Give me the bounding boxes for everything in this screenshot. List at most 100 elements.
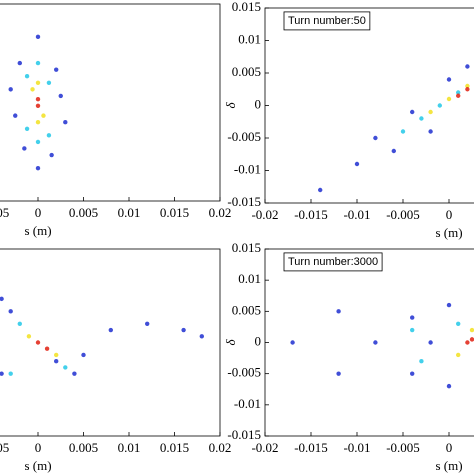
point [446,77,452,82]
point [35,340,41,345]
y-axis-label: δ [223,102,238,109]
point [35,120,41,125]
y-tick-label: -0.005 [227,129,261,144]
point [456,93,461,98]
point [469,337,474,342]
point [35,103,41,108]
point [446,383,452,389]
x-tick-label: -0.02 [251,440,278,455]
x-tick-label: -0.005 [386,207,420,222]
y-tick-label: 0 [255,333,262,348]
point [410,371,415,376]
point [428,340,433,345]
x-tick-label: -0.015 [294,207,328,222]
point [410,109,415,115]
point [22,146,27,151]
x-axis-label: s (m) [435,458,462,473]
point [49,152,54,158]
y-tick-label: 0 [255,96,262,111]
x-tick-label: 0.02 [209,440,232,455]
point [469,327,474,333]
annotation: Turn number:3000 [288,256,378,268]
point [30,87,35,92]
x-tick-label: 0 [35,440,42,455]
point [419,359,424,364]
y-tick-label: 0.01 [238,271,261,286]
point [0,371,4,376]
y-tick-label: 0.01 [238,31,261,46]
point [54,359,59,364]
point [72,371,77,376]
annotation: Turn number:50 [288,15,366,27]
point [456,321,461,326]
point [373,135,378,141]
x-tick-label: 0 [35,205,42,220]
point [446,302,452,308]
point [54,67,59,72]
x-tick-label: 0.005 [69,440,98,455]
point [290,340,295,345]
x-axis-label: s (m) [24,458,51,473]
point [13,113,18,118]
point [63,120,68,125]
point [35,165,41,171]
point [24,126,30,131]
point [35,80,41,86]
plot-area [264,248,474,437]
point [17,321,22,326]
point [428,129,433,134]
point [400,129,406,134]
x-tick-label: -0.005 [0,440,9,455]
point [145,321,150,326]
point [17,60,22,66]
x-tick-label: -0.01 [343,440,370,455]
point [391,148,396,154]
x-tick-label: -0.01 [343,207,370,222]
x-tick-label: 0.015 [160,440,189,455]
x-axis-label: s (m) [435,225,462,240]
plot-area [0,248,221,437]
point [410,327,415,333]
point [35,139,41,145]
point [419,116,424,121]
y-tick-label: -0.005 [227,365,261,380]
point [44,346,50,351]
point [35,97,41,102]
y-tick-label: 0.015 [232,240,261,255]
x-tick-label: 0 [446,440,453,455]
x-axis-label: s (m) [24,223,51,238]
x-tick-label: 0.005 [69,205,98,220]
point [58,93,63,99]
point [428,109,433,115]
x-tick-label: -0.005 [386,440,420,455]
point [35,34,41,40]
x-tick-label: -0.02 [251,207,278,222]
y-tick-label: 0.005 [232,64,261,79]
plot-area [264,7,474,204]
y-tick-label: -0.01 [234,161,261,176]
point [8,371,13,376]
point [81,352,86,358]
point [437,103,442,108]
point [336,371,341,376]
point [46,80,52,86]
point [26,334,32,339]
point [199,334,204,339]
point [373,340,378,345]
y-axis-label: δ [223,339,238,346]
y-tick-label: -0.015 [227,194,261,209]
x-tick-label: 0 [446,207,453,222]
point [8,309,13,314]
point [63,365,68,370]
point [465,87,470,92]
point [108,327,114,333]
point [318,187,323,193]
y-tick-label: 0.005 [232,302,261,317]
x-tick-label: 0.01 [118,440,141,455]
point [8,87,13,92]
point [410,315,415,320]
point [181,327,186,333]
annotation-box [283,11,371,31]
y-tick-label: 0.015 [232,0,261,14]
point [46,133,52,138]
